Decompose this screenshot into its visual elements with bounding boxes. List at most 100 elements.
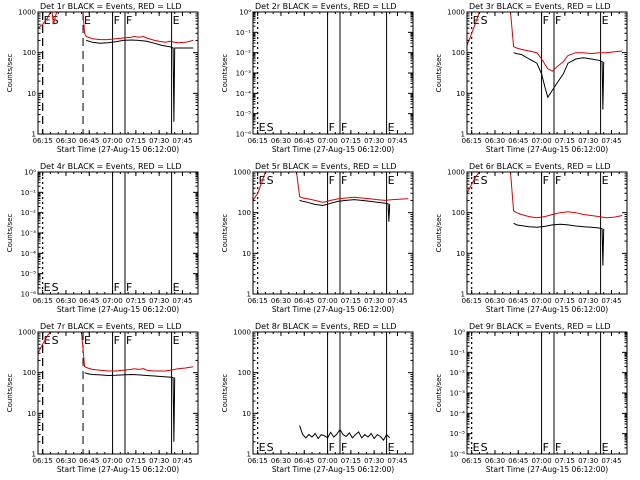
y-tick-label: 10 — [456, 250, 465, 258]
events-series-line — [299, 199, 391, 222]
y-tick-label: 100 — [238, 209, 251, 217]
x-tick-label: 06:15 — [462, 297, 482, 305]
y-tick-label: 1000 — [233, 329, 251, 337]
y-tick-label: 1 — [461, 131, 465, 139]
y-tick-label: 10⁻² — [21, 209, 37, 217]
x-axis-label: Start Time (27-Aug-15 06:12:00) — [486, 465, 608, 474]
y-tick-label: 100 — [23, 369, 36, 377]
x-tick-label: 07:30 — [149, 297, 169, 305]
marker-label: S — [52, 281, 59, 294]
x-tick-label: 06:30 — [485, 137, 505, 145]
marker-label: E — [259, 121, 266, 134]
y-axis-label: Counts/sec — [6, 54, 14, 93]
y-tick-label: 10⁻⁶ — [450, 451, 466, 459]
x-tick-label: 06:45 — [294, 297, 314, 305]
y-tick-label: 1 — [32, 451, 36, 459]
marker-label: S — [52, 14, 59, 27]
y-tick-label: 10 — [242, 250, 251, 258]
marker-label: F — [114, 14, 120, 27]
x-tick-label: 06:45 — [294, 457, 314, 465]
panel-title: Det 9r BLACK = Events, RED = LLD — [469, 322, 611, 331]
x-axis-label: Start Time (27-Aug-15 06:12:00) — [272, 145, 394, 154]
x-tick-label: 07:45 — [601, 137, 621, 145]
x-tick-label: 07:30 — [578, 137, 598, 145]
x-tick-label: 06:15 — [462, 457, 482, 465]
y-tick-label: 10⁻³ — [450, 390, 466, 398]
x-axis-label: Start Time (27-Aug-15 06:12:00) — [272, 305, 394, 314]
marker-label: E — [173, 334, 180, 347]
marker-label: F — [126, 281, 132, 294]
panel-title: Det 3r BLACK = Events, RED = LLD — [469, 2, 611, 11]
marker-label: E — [84, 14, 91, 27]
x-tick-label: 07:30 — [364, 297, 384, 305]
plot-frame — [37, 171, 199, 295]
x-tick-label: 06:45 — [508, 137, 528, 145]
events-series-line — [86, 39, 194, 122]
marker-label: F — [555, 14, 561, 27]
x-tick-label: 06:30 — [485, 457, 505, 465]
x-tick-label: 07:45 — [601, 457, 621, 465]
plot-frame — [252, 331, 414, 455]
x-tick-label: 06:15 — [248, 297, 268, 305]
y-axis-label: Counts/sec — [435, 54, 443, 93]
y-tick-label: 10 — [27, 90, 36, 98]
panel-title: Det 5r BLACK = Events, RED = LLD — [255, 162, 397, 171]
x-tick-label: 07:00 — [102, 137, 122, 145]
lld-series-line — [38, 332, 194, 372]
marker-label: E — [602, 441, 609, 454]
marker-label: S — [481, 441, 488, 454]
x-tick-label: 07:30 — [578, 297, 598, 305]
x-tick-label: 07:45 — [601, 297, 621, 305]
x-tick-label: 07:00 — [317, 297, 337, 305]
x-tick-label: 06:45 — [79, 137, 99, 145]
x-axis-label: Start Time (27-Aug-15 06:12:00) — [272, 465, 394, 474]
x-tick-label: 06:45 — [508, 297, 528, 305]
y-tick-label: 1000 — [447, 169, 465, 177]
marker-label: E — [602, 14, 609, 27]
x-tick-label: 07:15 — [126, 137, 146, 145]
x-tick-label: 07:15 — [341, 137, 361, 145]
marker-label: E — [473, 174, 480, 187]
marker-label: F — [543, 174, 549, 187]
y-tick-label: 100 — [23, 49, 36, 57]
x-tick-label: 06:30 — [271, 297, 291, 305]
x-tick-label: 07:00 — [531, 137, 551, 145]
marker-label: F — [329, 174, 335, 187]
x-tick-label: 07:45 — [172, 457, 192, 465]
x-tick-label: 06:30 — [271, 457, 291, 465]
panel-title: Det 8r BLACK = Events, RED = LLD — [255, 322, 397, 331]
y-tick-label: 10⁻⁵ — [450, 430, 466, 438]
marker-label: F — [329, 121, 335, 134]
plot-frame — [466, 331, 628, 455]
y-tick-label: 10 — [27, 410, 36, 418]
y-axis-label: Counts/sec — [221, 214, 229, 253]
x-tick-label: 07:30 — [578, 457, 598, 465]
marker-label: E — [44, 281, 51, 294]
plot-frame — [252, 11, 414, 135]
marker-label: E — [602, 174, 609, 187]
plot-frame — [466, 171, 628, 295]
plot-frame — [252, 171, 414, 295]
y-axis-label: Counts/sec — [6, 374, 14, 413]
marker-label: S — [267, 121, 274, 134]
x-tick-label: 06:45 — [508, 457, 528, 465]
x-tick-label: 07:30 — [149, 137, 169, 145]
y-tick-label: 10⁻⁴ — [236, 90, 252, 98]
y-tick-label: 1 — [247, 291, 251, 299]
x-tick-label: 07:15 — [555, 137, 575, 145]
x-tick-label: 07:15 — [341, 297, 361, 305]
x-tick-label: 07:00 — [531, 457, 551, 465]
x-tick-label: 07:00 — [317, 137, 337, 145]
y-tick-label: 10 — [456, 90, 465, 98]
marker-label: F — [126, 334, 132, 347]
y-tick-label: 1000 — [18, 9, 36, 17]
marker-label: F — [126, 14, 132, 27]
marker-label: E — [473, 441, 480, 454]
marker-label: S — [52, 334, 59, 347]
